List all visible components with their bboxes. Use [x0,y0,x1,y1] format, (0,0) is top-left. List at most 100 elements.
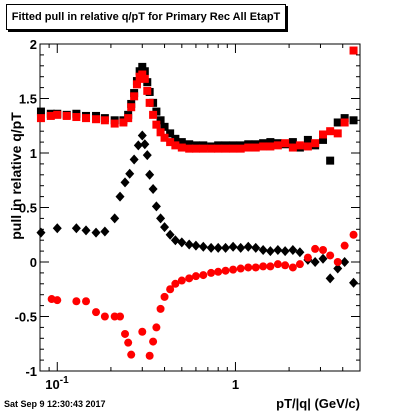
data-point-circle [311,244,320,253]
x-tick-label: 10-1 [45,375,69,392]
data-point-circle [244,263,253,272]
data-point-square [333,118,342,127]
data-point-circle [121,329,130,338]
series-1 [36,46,358,153]
data-point-square [177,143,186,152]
x-tick-exponent: -1 [60,375,69,386]
data-point-square [288,138,297,147]
data-point-diamond [198,241,208,252]
data-point-square [221,144,230,153]
data-point-diamond [288,245,298,256]
data-point-diamond [110,213,120,224]
data-point-circle [326,251,335,260]
data-point-square [326,127,335,136]
data-point-circle [340,241,349,250]
data-point-circle [191,272,200,281]
data-point-diamond [151,201,161,212]
data-point-diamond [160,222,170,233]
data-point-diamond [177,237,187,248]
data-point-diamond [280,246,290,257]
data-point-square [185,140,194,149]
data-point-diamond [133,140,143,151]
series-3 [47,230,358,360]
data-point-circle [236,264,245,273]
data-point-circle [349,230,358,239]
data-point-square [160,133,169,142]
data-point-square [333,129,342,138]
data-point-diamond [145,169,155,180]
data-point-square [143,86,152,95]
data-point-diamond [148,183,158,194]
data-point-circle [92,308,101,317]
data-point-circle [100,312,109,321]
data-point-circle [166,285,175,294]
data-point-diamond [52,223,62,234]
data-point-diamond [100,226,110,237]
data-point-diamond [120,177,130,188]
data-point-square [166,129,175,138]
data-point-circle [221,266,230,275]
data-point-square [140,74,149,83]
data-point-square [152,120,161,129]
data-point-square [138,62,147,71]
data-point-square [92,115,101,124]
data-point-circle [124,338,133,347]
data-point-diamond [213,242,223,253]
data-point-square [214,144,223,153]
data-point-square [244,143,253,152]
y-tick-label: 0 [30,255,37,270]
x-tick-label: 1 [232,377,239,392]
data-point-circle [273,260,282,269]
x-axis-label: pT/|q| (GeV/c) [276,396,360,411]
data-point-square [119,118,128,127]
data-point-circle [82,297,91,306]
y-tick-label: 2 [30,37,37,52]
data-point-diamond [228,241,238,252]
data-point-square [311,139,320,148]
data-point-circle [149,337,158,346]
data-point-diamond [137,130,147,141]
x-tick-labels: 10-1 1 [45,375,239,392]
data-point-circle [259,262,268,271]
data-point-diamond [206,242,216,253]
data-point-circle [145,351,154,360]
data-point-square [251,143,260,152]
data-point-circle [288,263,297,272]
data-point-circle [185,274,194,283]
data-point-diamond [81,225,91,236]
data-point-square [72,113,81,122]
data-point-circle [199,271,208,280]
data-point-circle [281,261,290,270]
data-point-diamond [191,240,201,251]
data-point-diamond [273,245,283,256]
data-point-square [340,114,349,123]
chart-title: Fitted pull in relative q/pT for Primary… [6,4,286,30]
data-point-circle [303,253,312,262]
data-point-diamond [71,223,81,234]
data-point-circle [152,323,161,332]
data-point-circle [207,268,216,277]
data-point-square [177,138,186,147]
y-tick-label: -1 [25,364,37,379]
data-point-diamond [295,247,305,258]
data-point-square [149,110,158,119]
data-point-square [340,118,349,127]
data-point-circle [160,292,169,301]
data-point-diamond [165,229,175,240]
data-point-square [166,138,175,147]
data-point-square [266,142,275,151]
data-point-square [319,130,328,139]
series-2 [36,130,359,288]
data-point-diamond [325,273,335,284]
data-point-square [156,128,165,137]
data-point-diamond [243,241,253,252]
data-point-square [303,135,312,144]
data-point-square [132,80,141,89]
data-point-square [303,142,312,151]
data-point-square [236,144,245,153]
y-tick-labels: -1 -0.5 0 0.5 1 1.5 2 [15,37,37,379]
data-point-square [229,144,238,153]
data-point-square [36,107,45,116]
data-point-diamond [251,242,261,253]
